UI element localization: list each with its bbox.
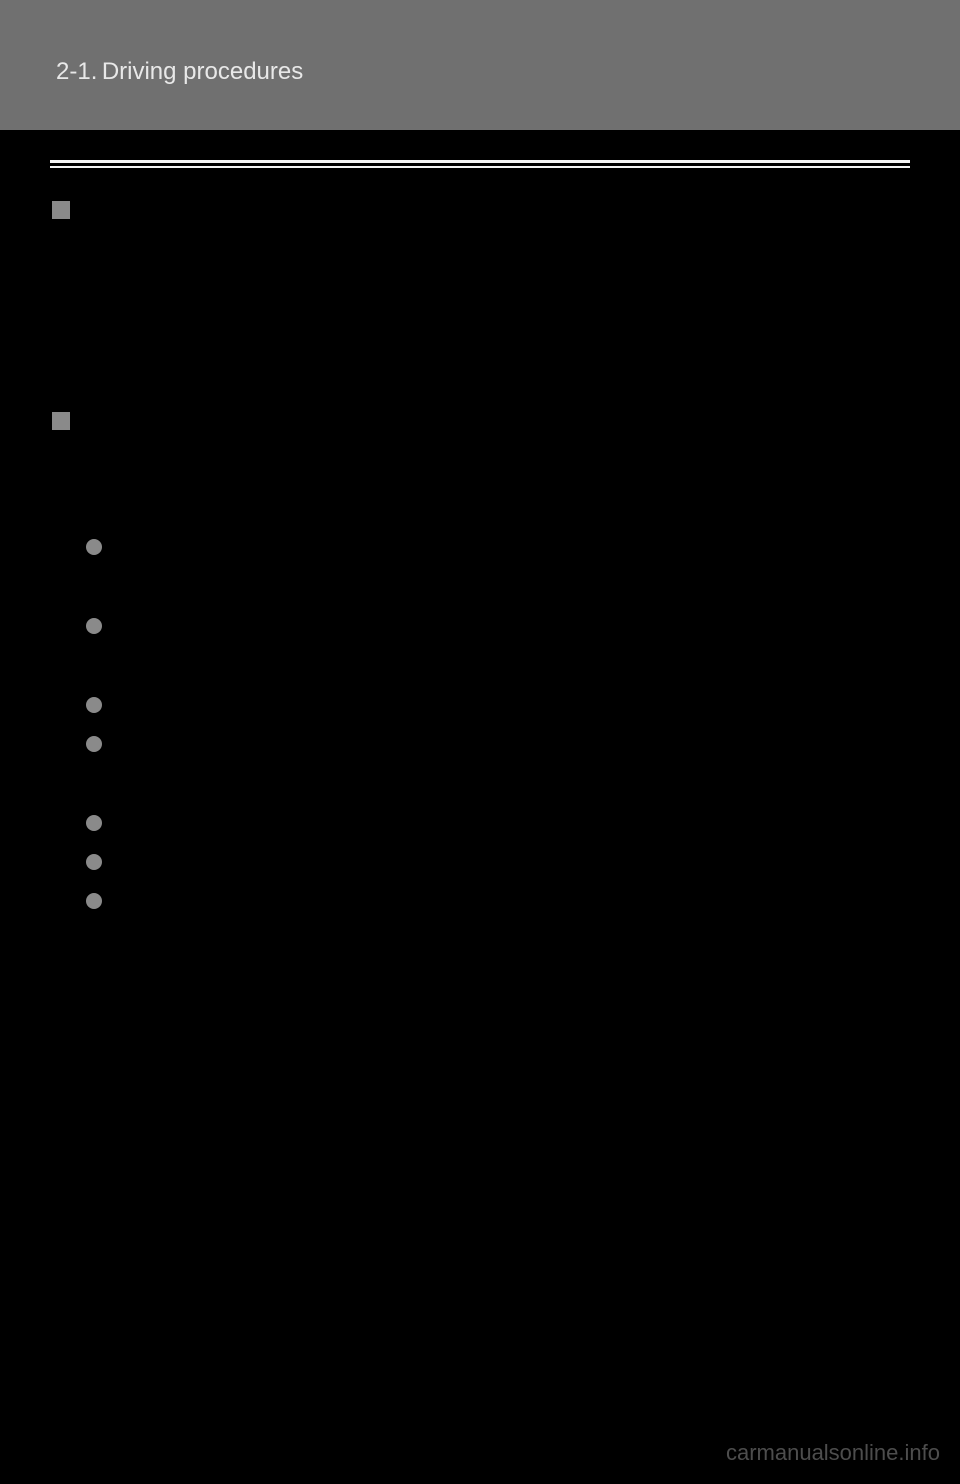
section-title: Driving procedures: [102, 58, 303, 85]
divider-line-bottom: [50, 166, 910, 168]
bullet-item-3: [50, 694, 910, 713]
circle-bullet-icon: [86, 697, 102, 713]
square-bullet-icon: [52, 201, 70, 219]
bullet-item-2: [50, 615, 910, 634]
page-header: 2-1. Driving procedures: [0, 0, 960, 130]
bullet-item-1: [50, 536, 910, 555]
circle-bullet-icon: [86, 815, 102, 831]
watermark-text: carmanualsonline.info: [726, 1440, 940, 1466]
divider-line-top: [50, 160, 910, 163]
section-2-header: [50, 409, 910, 430]
bullet-item-4: [50, 733, 910, 752]
circle-bullet-icon: [86, 854, 102, 870]
circle-bullet-icon: [86, 893, 102, 909]
page-content: [0, 130, 960, 909]
bullet-item-6: [50, 851, 910, 870]
circle-bullet-icon: [86, 736, 102, 752]
bullet-item-7: [50, 890, 910, 909]
section-1: [50, 198, 910, 219]
circle-bullet-icon: [86, 539, 102, 555]
square-bullet-icon: [52, 412, 70, 430]
section-1-header: [50, 198, 910, 219]
section-2: [50, 409, 910, 430]
section-number: 2-1.: [56, 58, 97, 85]
bullet-item-5: [50, 812, 910, 831]
circle-bullet-icon: [86, 618, 102, 634]
